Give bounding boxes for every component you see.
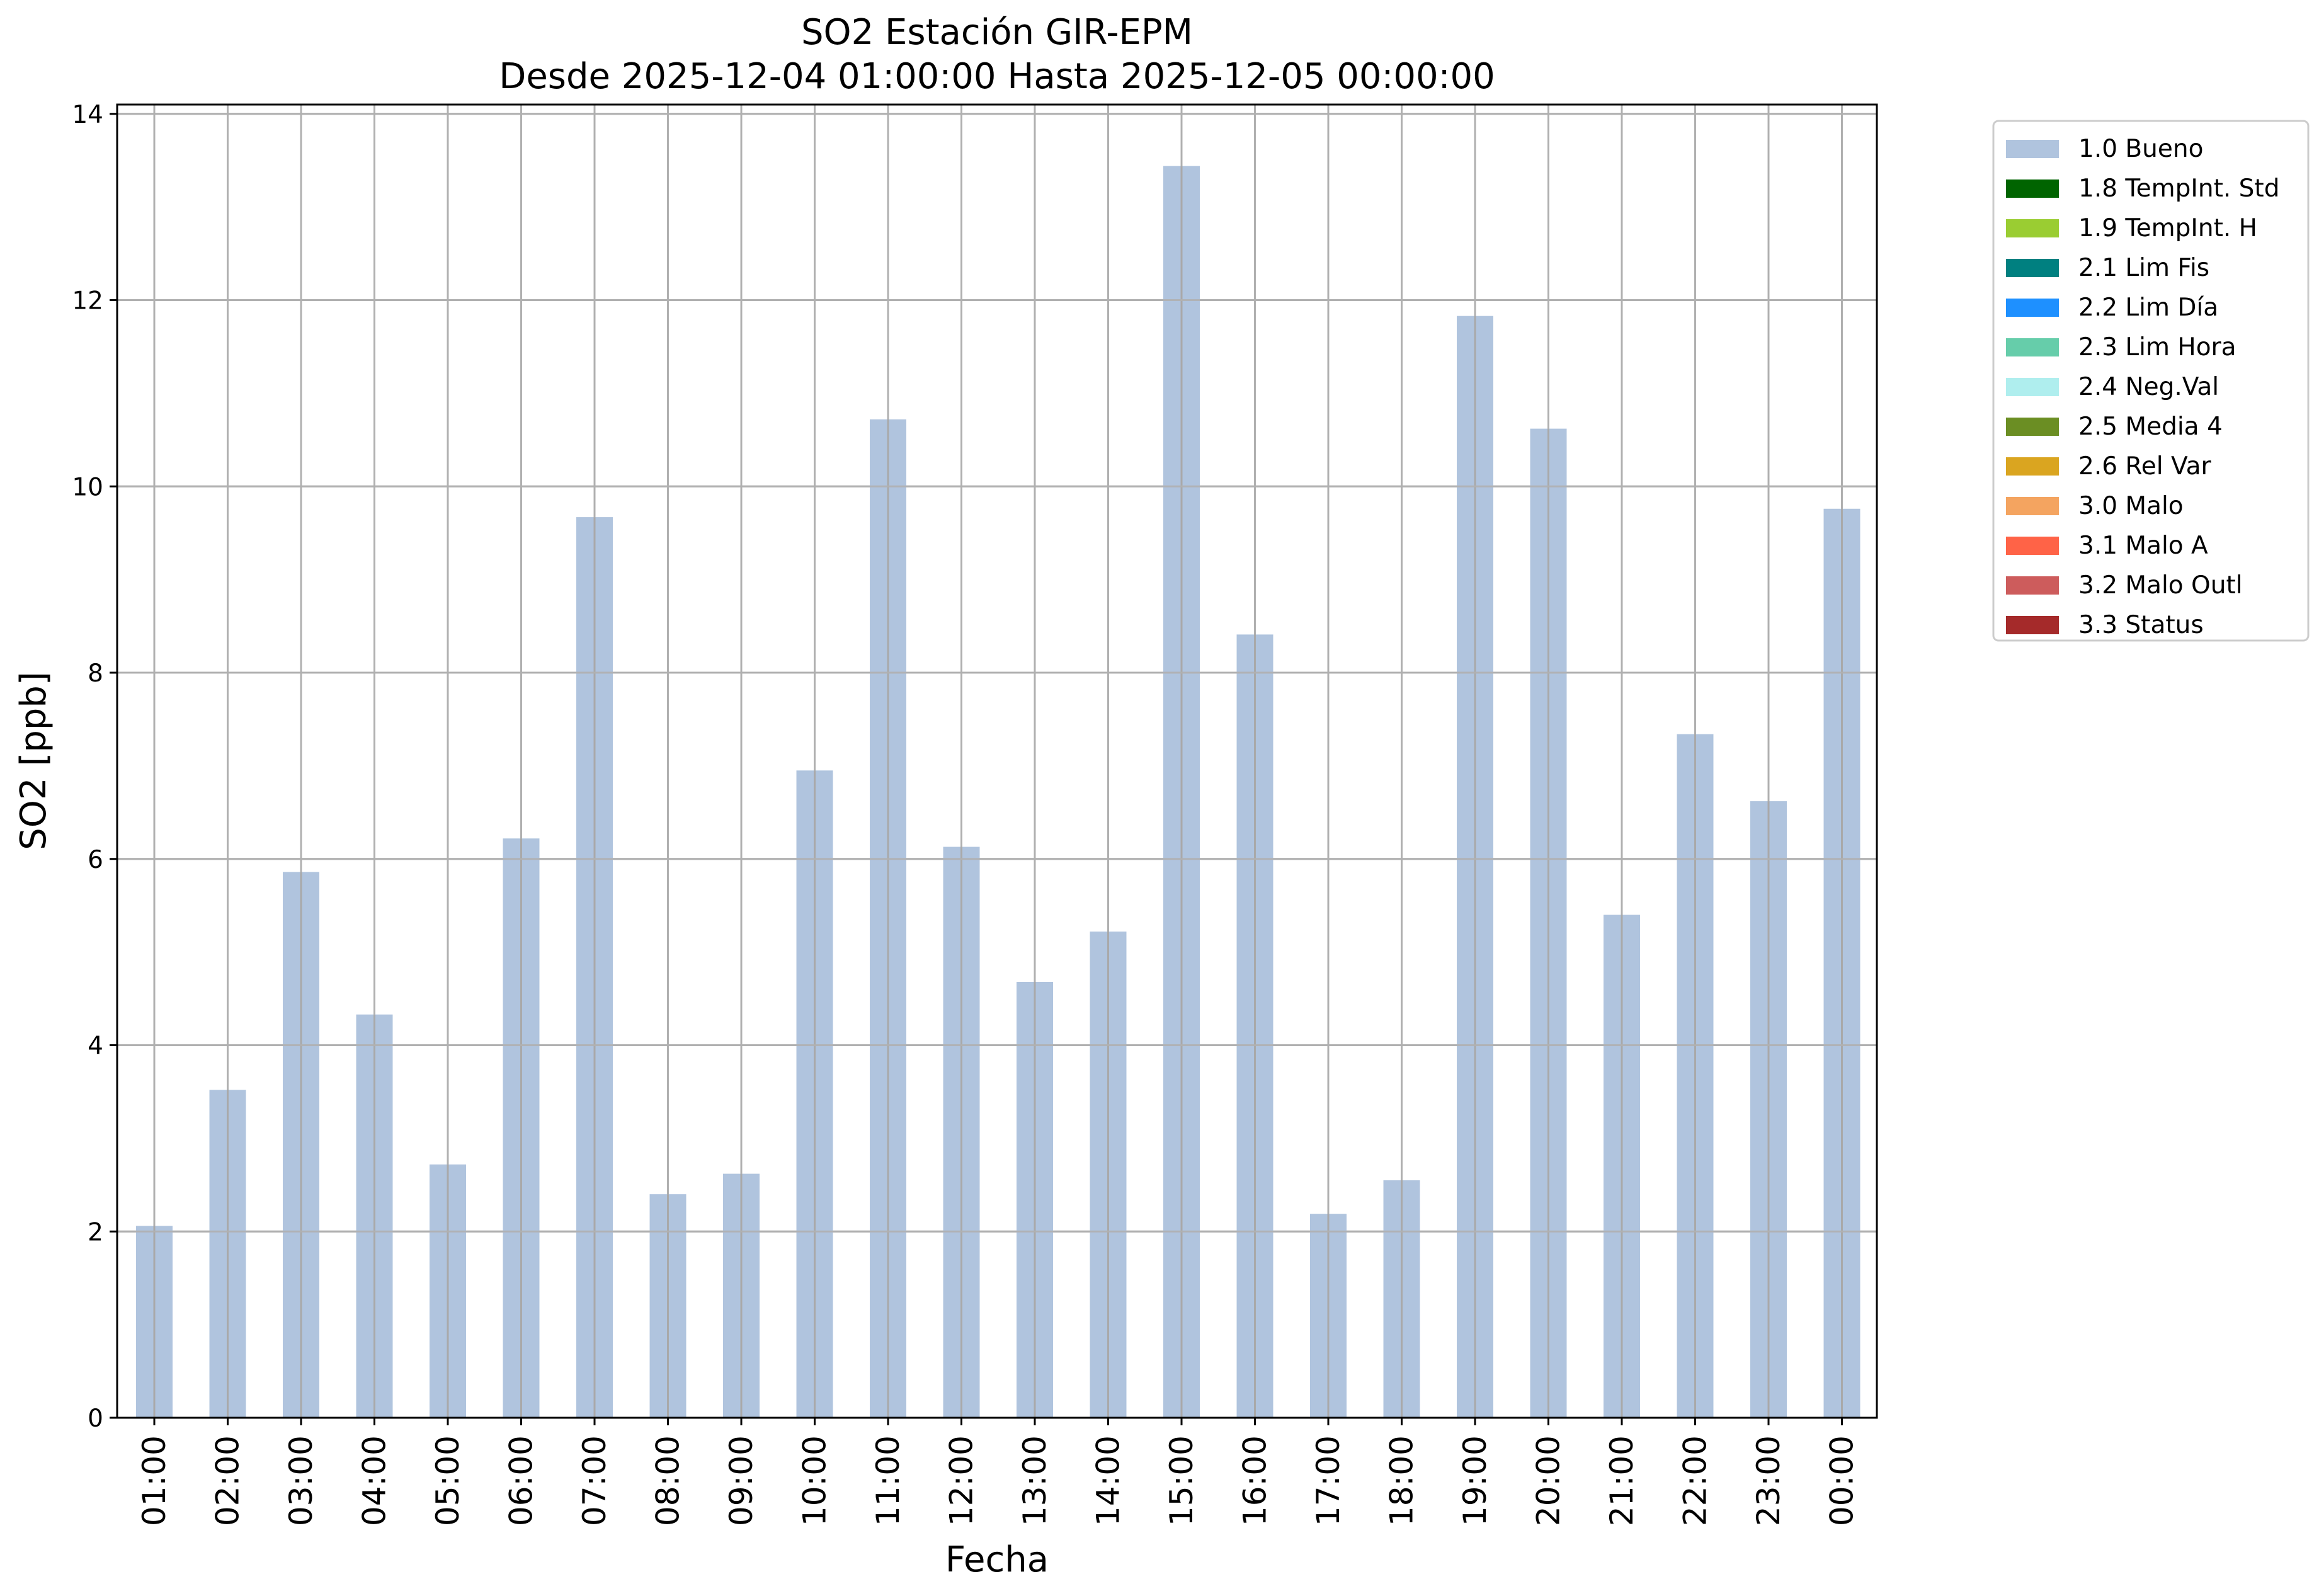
plot-frame bbox=[116, 103, 1878, 1419]
x-tick-label: 15:00 bbox=[1163, 1435, 1200, 1526]
y-tick-label: 2 bbox=[88, 1218, 103, 1246]
legend-swatch bbox=[2006, 616, 2059, 634]
x-tick-label: 02:00 bbox=[210, 1435, 246, 1526]
legend-label: 2.2 Lim Día bbox=[2078, 294, 2218, 322]
x-tick-label: 04:00 bbox=[356, 1435, 393, 1526]
legend-swatch bbox=[2006, 299, 2059, 317]
y-tick-label: 4 bbox=[88, 1032, 103, 1061]
legend-swatch bbox=[2006, 219, 2059, 237]
legend-label: 2.6 Rel Var bbox=[2078, 452, 2212, 481]
x-tick-label: 10:00 bbox=[797, 1435, 833, 1526]
legend-swatch bbox=[2006, 418, 2059, 436]
legend-swatch bbox=[2006, 140, 2059, 158]
x-tick-label: 00:00 bbox=[1824, 1435, 1860, 1526]
legend-swatch bbox=[2006, 259, 2059, 277]
x-tick-label: 06:00 bbox=[503, 1435, 540, 1526]
x-tick-label: 17:00 bbox=[1310, 1435, 1347, 1526]
y-tick-label: 0 bbox=[88, 1405, 103, 1433]
x-tick-label: 14:00 bbox=[1090, 1435, 1127, 1526]
x-tick-label: 01:00 bbox=[136, 1435, 173, 1526]
x-tick-label: 07:00 bbox=[576, 1435, 613, 1526]
legend-label: 3.1 Malo A bbox=[2078, 532, 2208, 560]
legend-label: 3.2 Malo Outl bbox=[2078, 571, 2243, 600]
legend-label: 2.3 Lim Hora bbox=[2078, 333, 2236, 362]
y-tick-label: 14 bbox=[72, 101, 103, 129]
legend: 1.0 Bueno 1.8 TempInt. Std 1.9 TempInt. H 2… bbox=[1992, 120, 2310, 642]
y-axis-label: SO2 [ppb] bbox=[13, 671, 54, 850]
legend-swatch bbox=[2006, 537, 2059, 555]
x-tick-label: 19:00 bbox=[1457, 1435, 1493, 1526]
legend-swatch bbox=[2006, 576, 2059, 595]
y-tick-label: 8 bbox=[88, 659, 103, 688]
chart-title: SO2 Estación GIR-EPM bbox=[801, 12, 1193, 53]
legend-label: 3.3 Status bbox=[2078, 611, 2204, 639]
x-tick-label: 13:00 bbox=[1017, 1435, 1053, 1526]
y-axis-ticks: 0 2 4 6 8 10 12 14 bbox=[72, 101, 117, 1433]
legend-label: 3.0 Malo bbox=[2078, 492, 2184, 520]
x-tick-label: 21:00 bbox=[1604, 1435, 1640, 1526]
legend-label: 1.8 TempInt. Std bbox=[2078, 174, 2279, 203]
x-tick-label: 12:00 bbox=[943, 1435, 980, 1526]
legend-label: 2.4 Neg.Val bbox=[2078, 373, 2219, 401]
y-tick-label: 6 bbox=[88, 846, 103, 874]
x-tick-label: 09:00 bbox=[723, 1435, 760, 1526]
x-tick-label: 08:00 bbox=[650, 1435, 687, 1526]
legend-label: 1.0 Bueno bbox=[2078, 135, 2203, 163]
x-axis-label: Fecha bbox=[945, 1539, 1049, 1580]
x-tick-label: 03:00 bbox=[283, 1435, 319, 1526]
x-tick-label: 11:00 bbox=[870, 1435, 906, 1526]
legend-label: 2.1 Lim Fis bbox=[2078, 254, 2209, 282]
x-tick-label: 18:00 bbox=[1384, 1435, 1420, 1526]
x-tick-label: 16:00 bbox=[1237, 1435, 1273, 1526]
legend-swatch bbox=[2006, 338, 2059, 356]
legend-swatch bbox=[2006, 457, 2059, 476]
legend-swatch bbox=[2006, 378, 2059, 396]
x-tick-label: 20:00 bbox=[1530, 1435, 1567, 1526]
legend-label: 2.5 Media 4 bbox=[2078, 413, 2223, 441]
legend-swatch bbox=[2006, 180, 2059, 198]
legend-label: 1.9 TempInt. H bbox=[2078, 214, 2257, 242]
x-tick-label: 23:00 bbox=[1750, 1435, 1787, 1526]
bar-series bbox=[117, 113, 1877, 1419]
chart-subtitle: Desde 2025-12-04 01:00:00 Hasta 2025-12-… bbox=[499, 56, 1495, 97]
x-tick-label: 22:00 bbox=[1677, 1435, 1714, 1526]
legend-box bbox=[1992, 120, 2310, 642]
legend-swatch bbox=[2006, 497, 2059, 515]
x-tick-label: 05:00 bbox=[430, 1435, 466, 1526]
x-axis-ticks: 01:00 02:00 03:00 04:00 05:00 06:00 07:00 08:00… bbox=[136, 1418, 1860, 1526]
y-tick-label: 10 bbox=[72, 473, 103, 501]
y-tick-label: 12 bbox=[72, 287, 103, 316]
